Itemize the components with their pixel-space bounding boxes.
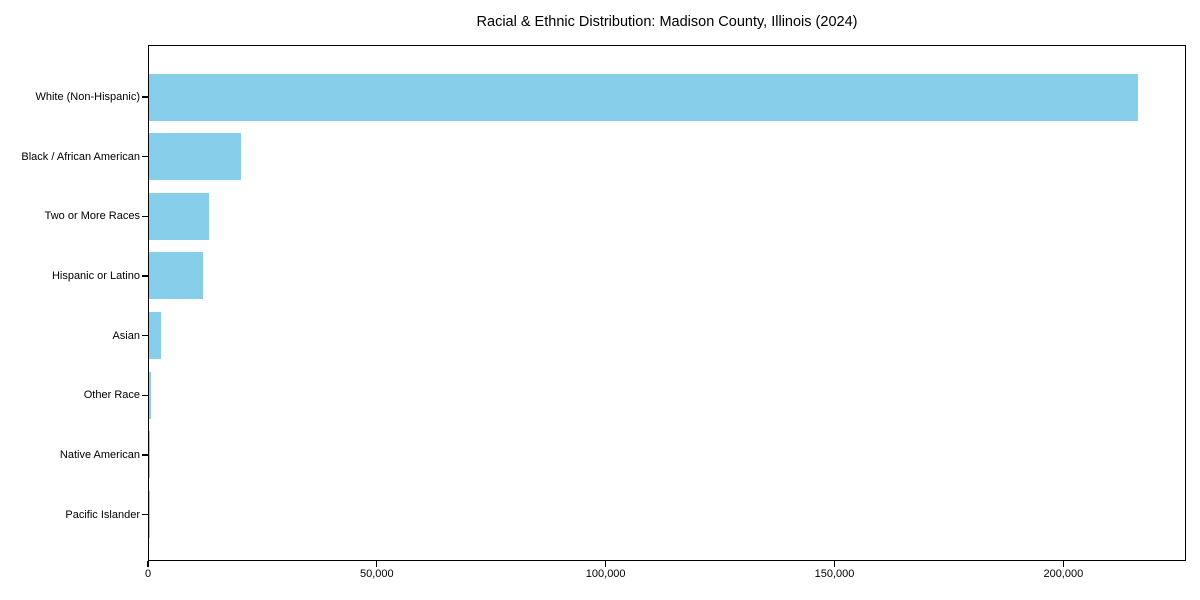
y-tick-label: Other Race xyxy=(83,389,140,402)
bar xyxy=(149,192,209,240)
y-tick-label: White (Non-Hispanic) xyxy=(35,91,140,103)
y-tick-label: Hispanic or Latino xyxy=(51,269,140,282)
bar xyxy=(149,252,203,300)
y-tick-label: Asian xyxy=(112,329,140,342)
x-tick-mark xyxy=(833,561,836,567)
plot-area xyxy=(148,45,1186,561)
y-tick-mark xyxy=(142,275,148,277)
y-tick-mark xyxy=(142,394,148,396)
bar xyxy=(149,312,161,360)
x-tick-label: 0 xyxy=(144,568,152,580)
y-tick-mark xyxy=(142,156,148,158)
x-tick-mark xyxy=(1062,561,1064,567)
y-tick-label: Black / African American xyxy=(21,150,140,163)
x-tick-mark xyxy=(147,561,149,567)
x-tick-mark xyxy=(605,561,607,567)
x-tick-label: 100,000 xyxy=(585,568,626,580)
y-tick-label: Pacific Islander xyxy=(65,508,140,521)
x-tick-mark xyxy=(376,561,378,567)
chart-title: Racial & Ethnic Distribution: Madison Co… xyxy=(476,14,858,30)
y-tick-mark xyxy=(142,335,148,337)
bar xyxy=(149,133,241,181)
y-tick-mark xyxy=(142,514,148,516)
bar xyxy=(149,371,152,419)
bar xyxy=(149,431,151,479)
y-tick-mark xyxy=(142,96,148,98)
y-tick-mark xyxy=(142,454,148,456)
y-tick-label: Native American xyxy=(59,448,140,461)
y-tick-mark xyxy=(142,215,148,217)
bar xyxy=(149,73,1138,121)
x-tick-label: 150,000 xyxy=(814,568,855,580)
y-tick-label: Two or More Races xyxy=(44,210,140,223)
x-tick-label: 50,000 xyxy=(360,568,394,580)
x-tick-label: 200,000 xyxy=(1043,568,1084,580)
